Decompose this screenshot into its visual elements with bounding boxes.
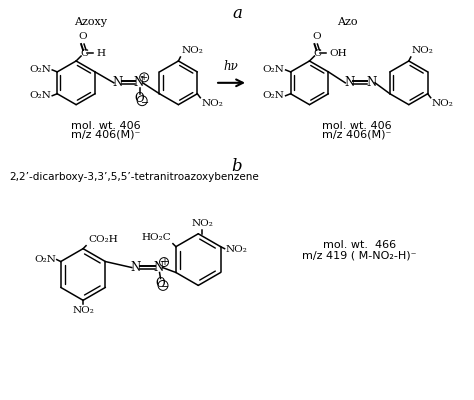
Text: O₂N: O₂N	[34, 255, 56, 264]
Text: H: H	[96, 48, 105, 58]
Text: a: a	[232, 5, 242, 22]
Text: CO₂H: CO₂H	[88, 235, 118, 244]
Text: NO₂: NO₂	[72, 306, 94, 315]
Text: O: O	[156, 277, 165, 290]
Text: N: N	[130, 261, 141, 274]
Text: C: C	[80, 48, 88, 58]
Text: +: +	[160, 257, 168, 267]
Text: HO₂C: HO₂C	[141, 233, 171, 242]
Text: m/z 406(M)⁻: m/z 406(M)⁻	[71, 130, 141, 140]
Text: NO₂: NO₂	[201, 99, 223, 108]
Text: O₂N: O₂N	[29, 66, 51, 74]
Text: mol. wt. 406: mol. wt. 406	[322, 120, 392, 130]
Text: O: O	[79, 32, 87, 41]
Text: +: +	[140, 73, 148, 82]
Text: N: N	[366, 76, 376, 89]
Text: N: N	[113, 76, 123, 89]
Text: O: O	[312, 32, 321, 41]
Text: NO₂: NO₂	[191, 219, 213, 228]
Text: NO₂: NO₂	[432, 99, 454, 108]
Text: b: b	[232, 158, 242, 175]
Text: N: N	[134, 76, 144, 89]
Text: N: N	[154, 261, 164, 274]
Text: m/z 406(M)⁻: m/z 406(M)⁻	[322, 130, 392, 140]
Text: Azo: Azo	[337, 17, 357, 27]
Text: m/z 419 ( M-NO₂-H)⁻: m/z 419 ( M-NO₂-H)⁻	[302, 251, 416, 261]
Text: 2,2’-dicarboxy-3,3’,5,5’-tetranitroazoxybenzene: 2,2’-dicarboxy-3,3’,5,5’-tetranitroazoxy…	[9, 172, 259, 182]
Text: O₂N: O₂N	[263, 66, 284, 74]
Text: O₂N: O₂N	[29, 91, 51, 100]
Text: NO₂: NO₂	[182, 46, 203, 55]
Text: NO₂: NO₂	[412, 46, 434, 55]
Text: −: −	[141, 98, 149, 108]
Text: N: N	[344, 76, 355, 89]
Text: O: O	[135, 92, 145, 105]
Text: O₂N: O₂N	[263, 91, 284, 100]
Text: NO₂: NO₂	[226, 245, 247, 254]
Text: hν: hν	[224, 60, 238, 73]
Text: OH: OH	[329, 48, 347, 58]
Text: Azoxy: Azoxy	[74, 17, 108, 27]
Text: mol. wt. 406: mol. wt. 406	[71, 120, 141, 130]
Text: −: −	[162, 282, 170, 292]
Text: mol. wt.  466: mol. wt. 466	[323, 240, 396, 250]
Text: C: C	[313, 48, 321, 58]
